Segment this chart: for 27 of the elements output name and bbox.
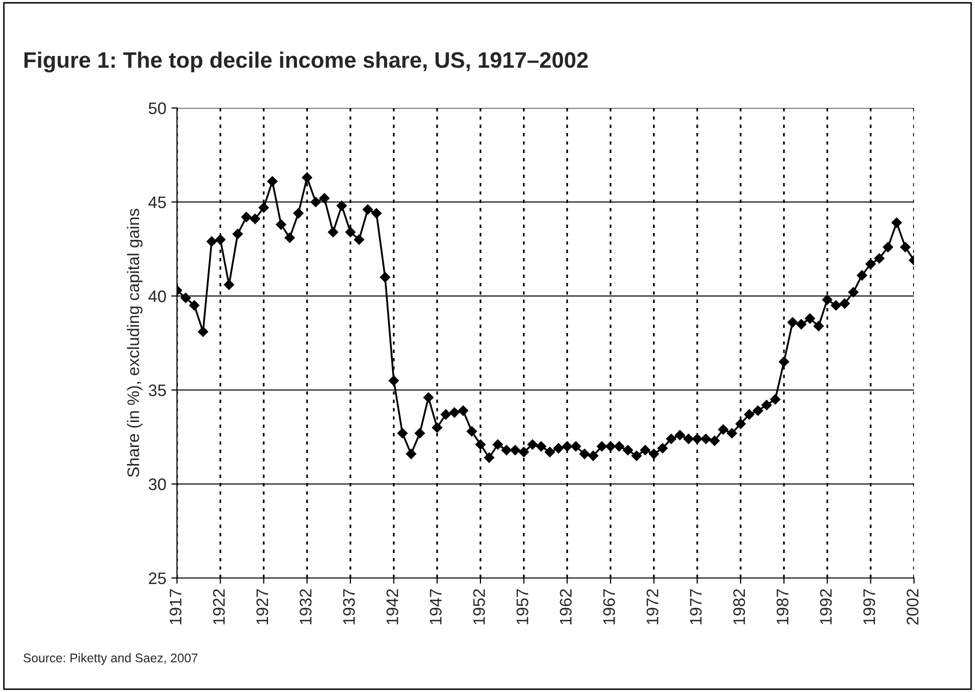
y-tick-label: 35 (148, 384, 166, 396)
y-axis-title: Share (in %), excluding capital gains (126, 208, 142, 478)
x-tick-label: 1952 (473, 589, 485, 624)
x-tick-label: 1922 (213, 589, 225, 624)
x-tick-label: 1967 (603, 589, 616, 624)
chart-title: Figure 1: The top decile income share, US, 1917–2002 (24, 52, 588, 72)
x-tick-label: 1937 (343, 589, 355, 624)
x-tick-label: 1997 (863, 589, 876, 624)
x-tick-label: 1972 (646, 589, 658, 624)
x-tick-label: 1957 (516, 589, 528, 624)
y-tick-label: 40 (148, 290, 166, 302)
x-tick-label: 1962 (560, 589, 572, 624)
y-tick-label: 30 (148, 478, 166, 490)
x-tick-label: 1917 (170, 589, 182, 624)
source-note: Source: Piketty and Saez, 2007 (24, 653, 198, 665)
x-tick-label: 1977 (690, 589, 702, 624)
x-tick-label: 1982 (733, 589, 746, 624)
x-tick-label: 1927 (256, 589, 268, 624)
y-tick-label: 50 (148, 102, 166, 114)
y-tick-label: 45 (148, 196, 166, 208)
x-tick-label: 1987 (776, 589, 788, 624)
x-tick-label: 2002 (906, 589, 918, 625)
y-tick-label: 25 (148, 572, 166, 584)
x-tick-label: 1932 (300, 589, 312, 624)
x-tick-label: 1947 (430, 589, 442, 624)
x-tick-label: 1992 (820, 589, 832, 624)
x-tick-label: 1942 (386, 589, 398, 624)
